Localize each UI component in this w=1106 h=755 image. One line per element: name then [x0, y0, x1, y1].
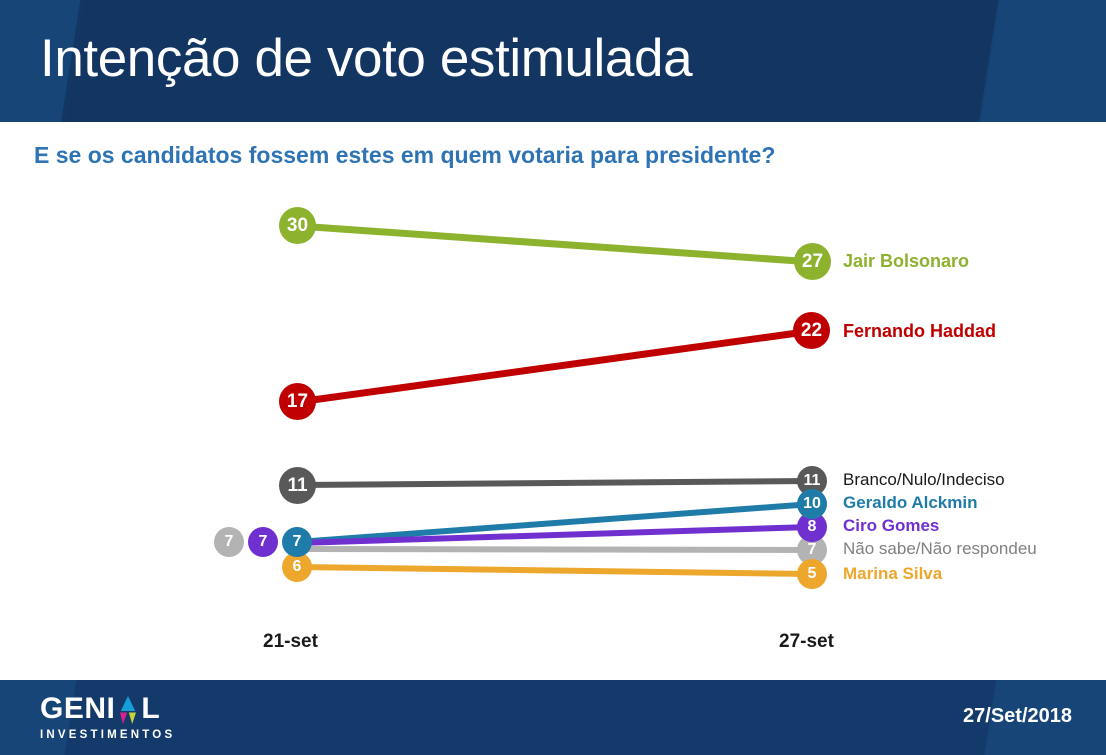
line-ciro: [295, 524, 815, 546]
series-label-bolsonaro: Jair Bolsonaro: [843, 251, 970, 271]
page-title: Intenção de voto estimulada: [40, 29, 693, 88]
marker-right-bolsonaro: 27: [794, 243, 831, 280]
footer-date: 27/Set/2018: [963, 705, 1072, 727]
line-bolsonaro: [294, 222, 817, 266]
series-label-alckmin: Geraldo Alckmin: [843, 493, 978, 512]
marker-left-alckmin: 7: [282, 527, 312, 557]
logo-text-part1: GENI: [40, 692, 116, 725]
slide-header: Intenção de voto estimulada: [0, 0, 1106, 122]
marker-right-marina: 5: [797, 559, 827, 589]
series-label-ciro: Ciro Gomes: [843, 516, 940, 535]
axis-label-left: 21-set: [263, 631, 318, 652]
slide-footer: GENI L INVESTIMENTOS 27/Set/2018: [0, 680, 1106, 755]
marker-left-branco: 11: [279, 467, 316, 504]
chart-lines-svg: [294, 222, 817, 577]
marker-right-haddad: 22: [793, 312, 830, 349]
line-branco: [295, 478, 815, 488]
series-label-marina: Marina Silva: [843, 564, 943, 583]
series-label-haddad: Fernando Haddad: [843, 321, 997, 341]
subtitle-question: E se os candidatos fossem estes em quem …: [34, 142, 776, 168]
triangle-a-svg: [120, 696, 137, 724]
axis-label-right: 27-set: [779, 631, 834, 652]
line-naosabe: [295, 546, 815, 553]
marker-left-ciro: 7: [248, 527, 278, 557]
slope-chart: 30 17 11 7 7 6 7 27 22 11 7 5 8 10 Jair …: [214, 207, 1037, 652]
series-label-branco: Branco/Nulo/Indeciso: [843, 470, 1005, 489]
logo-tagline: INVESTIMENTOS: [40, 729, 176, 741]
marker-left-naosabe: 7: [214, 527, 244, 557]
line-haddad: [294, 327, 816, 406]
logo-triangle-a-icon: [115, 694, 141, 725]
series-label-naosabe: Não sabe/Não respondeu: [843, 539, 1037, 558]
genial-logo: GENI L INVESTIMENTOS: [40, 694, 175, 742]
marker-right-alckmin: 10: [797, 489, 827, 519]
line-alckmin: [295, 501, 815, 545]
logo-wordmark: GENI L: [40, 694, 175, 725]
logo-text-part2: L: [141, 692, 161, 725]
marker-left-bolsonaro: 30: [279, 207, 316, 244]
marker-left-marina: 6: [282, 552, 312, 582]
line-marina: [295, 564, 815, 577]
marker-left-haddad: 17: [279, 383, 316, 420]
